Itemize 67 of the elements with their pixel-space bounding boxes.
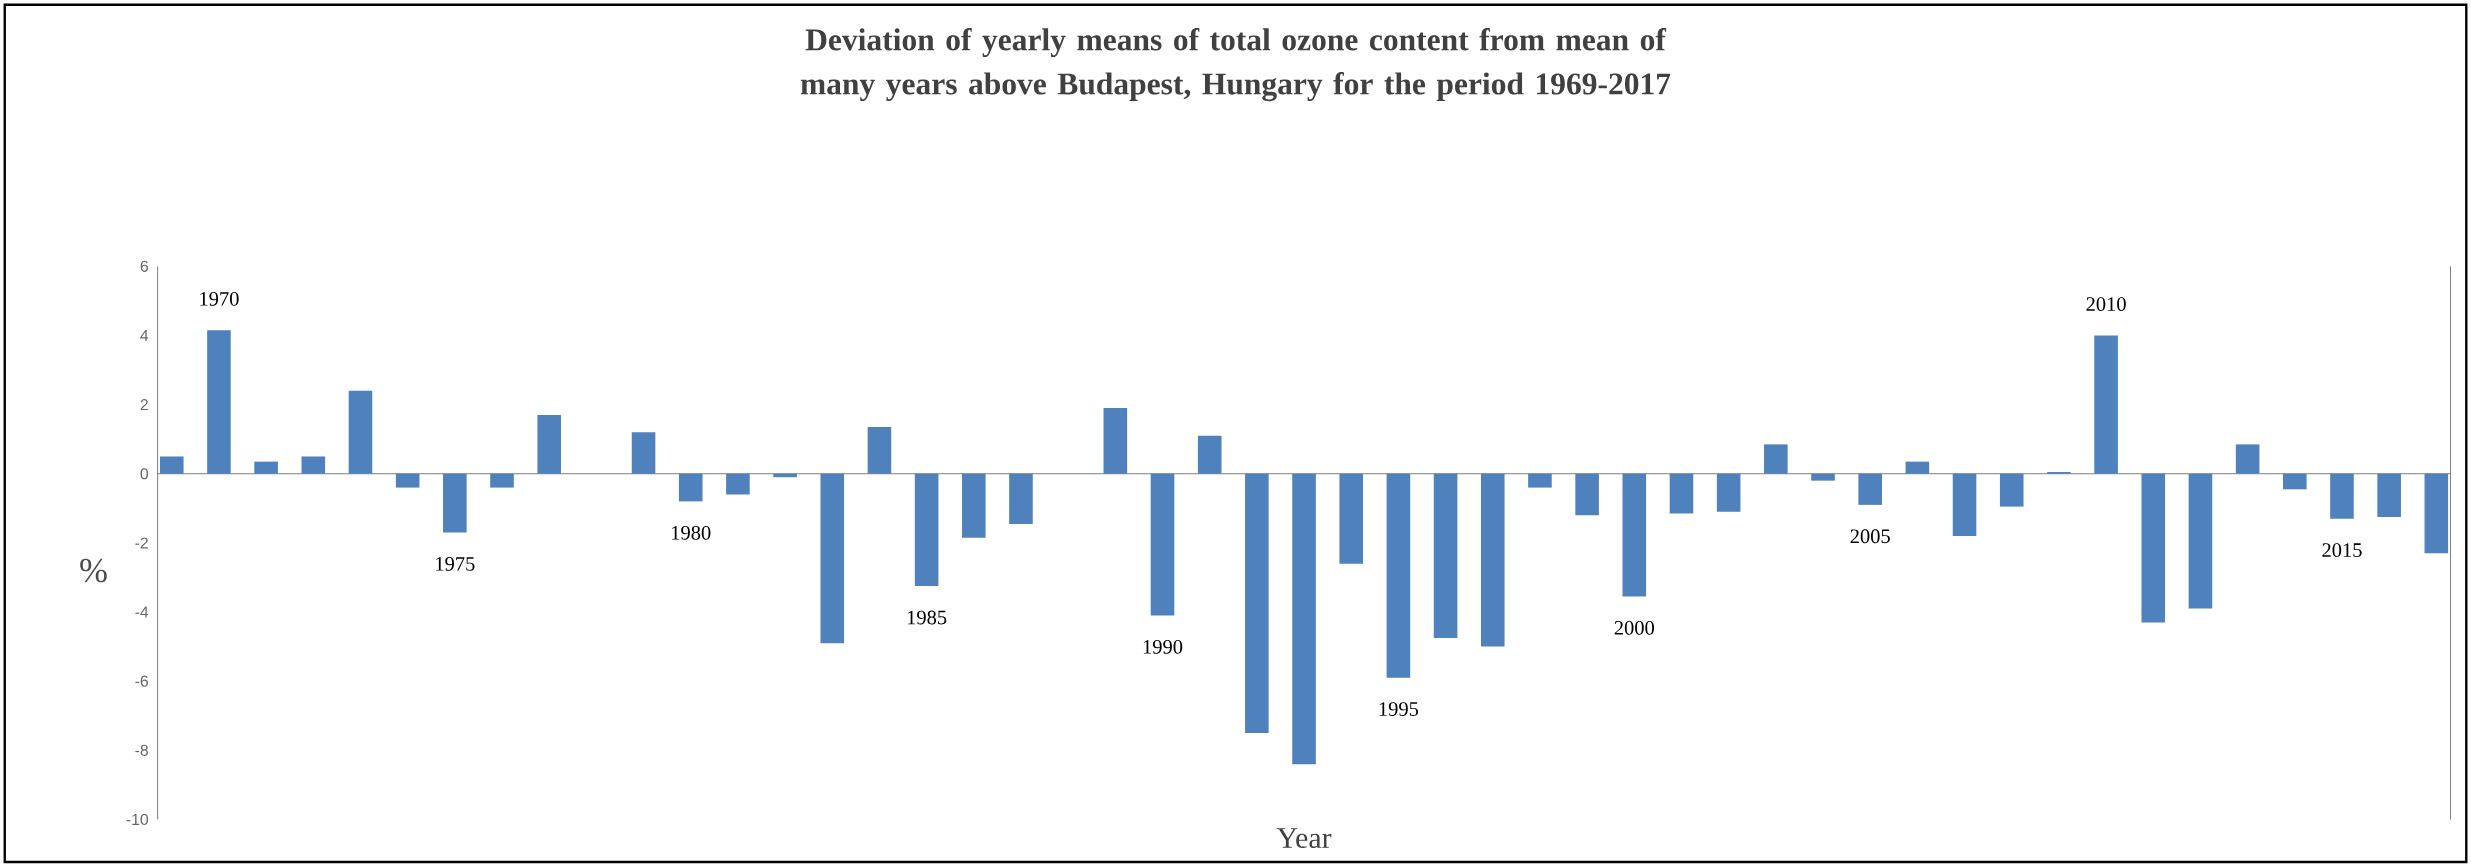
y-tick-label: -6 <box>135 675 148 687</box>
x-tick-label: 2000 <box>1614 621 1655 635</box>
x-axis-title: Year <box>1276 828 1332 849</box>
bar <box>1528 473 1552 488</box>
chart-title: Deviation of yearly means of total ozone content from mean of many years above Budapest, Hungary for the period 1969-2017 <box>800 28 1671 102</box>
bar <box>2188 473 2213 609</box>
bar <box>1103 408 1128 474</box>
y-tick-label: 2 <box>140 399 148 411</box>
bar <box>1858 473 1882 505</box>
y-tick-label: -4 <box>135 606 149 618</box>
y-tick-label: 4 <box>140 330 149 342</box>
bar <box>301 456 326 474</box>
bar <box>867 427 892 474</box>
bar <box>1009 473 1033 524</box>
bar <box>1575 473 1599 516</box>
y-axis-title: % <box>80 558 107 583</box>
bar <box>2235 444 2260 474</box>
x-tick-label: 2005 <box>1850 529 1890 544</box>
bar <box>1150 473 1175 616</box>
bar <box>537 415 561 474</box>
x-tick-label: 2015 <box>2322 543 2362 558</box>
bar <box>1292 473 1316 765</box>
bar <box>1811 473 1835 481</box>
y-tick-label: 0 <box>140 468 149 480</box>
bar <box>1480 473 1505 647</box>
bar <box>1952 473 1977 537</box>
x-tick-label: 1995 <box>1379 702 1419 717</box>
bar <box>1339 473 1364 564</box>
bar <box>1245 473 1269 734</box>
bar <box>348 390 373 474</box>
x-tick-label: 1975 <box>436 557 475 571</box>
bar <box>2094 335 2118 474</box>
bar <box>490 473 514 488</box>
bar <box>962 473 986 538</box>
x-tick-label: 2010 <box>2086 297 2126 312</box>
bar <box>1999 473 2024 507</box>
y-tick-label: -2 <box>135 537 148 549</box>
bar <box>726 473 750 495</box>
bar <box>631 432 656 474</box>
bar <box>1386 473 1411 678</box>
bar <box>1669 473 1694 514</box>
x-tick-label: 1980 <box>672 526 711 540</box>
bar <box>820 473 845 644</box>
bar <box>1764 444 1788 474</box>
bar <box>443 473 467 533</box>
bar <box>395 473 420 488</box>
bar <box>2330 473 2354 519</box>
x-tick-label: 1970 <box>200 292 239 306</box>
x-tick-label: 1985 <box>907 610 947 625</box>
y-tick-label: -10 <box>126 814 149 826</box>
bar <box>1622 473 1647 597</box>
bar <box>207 330 231 474</box>
bar <box>914 473 939 587</box>
bar <box>1197 435 1222 474</box>
bar <box>1433 473 1458 639</box>
bar <box>2283 473 2307 490</box>
x-tick-label: 1990 <box>1143 640 1183 654</box>
bar <box>1905 461 1930 474</box>
y-tick-label: -8 <box>135 744 148 757</box>
y-tick-label: 6 <box>140 260 148 273</box>
bar <box>678 473 703 502</box>
bar <box>254 461 278 474</box>
bar <box>1716 473 1741 512</box>
bar <box>159 456 184 474</box>
bar <box>2141 473 2166 623</box>
bar <box>2424 473 2449 554</box>
bar <box>2377 473 2401 518</box>
